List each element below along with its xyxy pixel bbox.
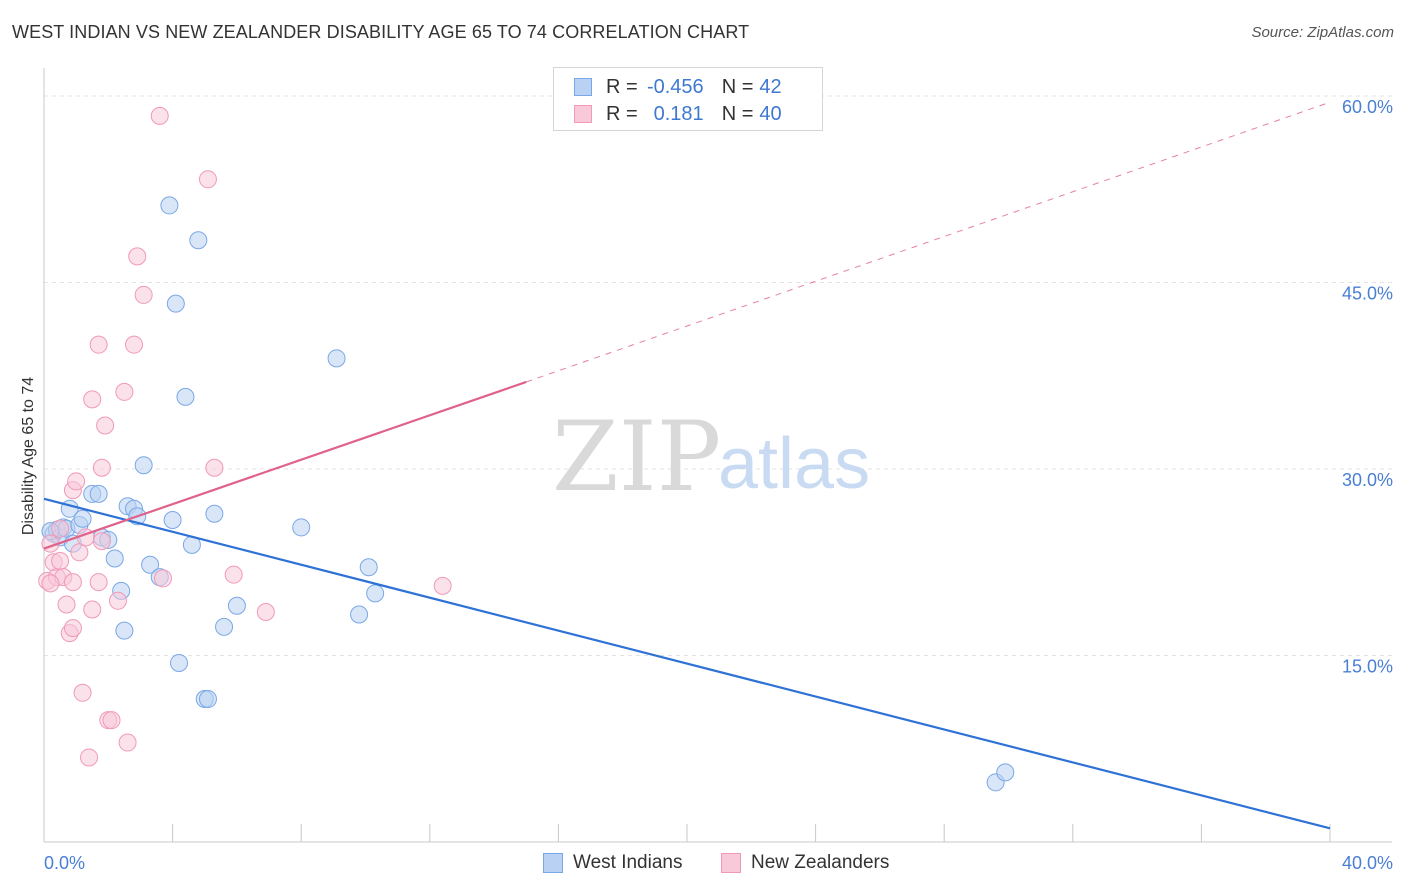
legend-label: New Zealanders xyxy=(751,852,890,873)
new-zealander-point xyxy=(51,519,70,538)
y-tick-label: 30.0% xyxy=(1342,470,1393,490)
new-zealander-point xyxy=(73,683,92,702)
new-zealander-point xyxy=(89,335,108,354)
new-zealanders-swatch xyxy=(574,105,592,123)
axes xyxy=(43,68,1392,843)
west-indian-point xyxy=(292,518,311,537)
y-axis-label: Disability Age 65 to 74 xyxy=(20,377,37,535)
chart-title: WEST INDIAN VS NEW ZEALANDER DISABILITY … xyxy=(12,22,750,42)
source-label: Source: ZipAtlas.com xyxy=(1251,24,1394,41)
new-zealander-point xyxy=(63,619,82,638)
west-indian-point xyxy=(105,549,124,568)
new-zealander-point xyxy=(115,382,134,401)
watermark-atlas: atlas xyxy=(718,424,870,504)
new-zealander-point xyxy=(433,576,452,595)
watermark: ZIP atlas xyxy=(552,401,870,513)
new-zealander-point xyxy=(80,748,99,767)
west-indian-point xyxy=(166,294,185,313)
new-zealanders-trend-line xyxy=(43,380,527,550)
new-zealander-point xyxy=(153,569,172,588)
new-zealander-point xyxy=(108,591,127,610)
new-zealander-point xyxy=(198,170,217,189)
west-indians-swatch xyxy=(543,853,563,873)
new-zealander-point xyxy=(150,106,169,125)
n-label: N = xyxy=(721,102,754,125)
stats-row-new-zealanders: R = 0.181 N = 40 xyxy=(574,101,782,127)
tick-labels: 15.0% 30.0% 45.0% 60.0% 0.0% 40.0% xyxy=(44,97,1393,873)
r-value: 0.181 xyxy=(653,102,704,125)
new-zealander-point xyxy=(134,285,153,304)
new-zealander-point xyxy=(57,595,76,614)
new-zealander-point xyxy=(205,458,224,477)
trend-lines xyxy=(43,101,1331,830)
stats-row-west-indians: R = -0.456 N = 42 xyxy=(574,74,782,100)
y-tick-label: 15.0% xyxy=(1342,657,1393,677)
new-zealander-point xyxy=(96,416,115,435)
legend-label: West Indians xyxy=(573,852,683,873)
west-indian-point xyxy=(205,504,224,523)
new-zealander-point xyxy=(224,565,243,584)
west-indian-point xyxy=(198,690,217,709)
x-tick-label: 40.0% xyxy=(1342,853,1393,873)
gridlines xyxy=(44,95,1392,656)
legend-item-new-zealanders[interactable]: New Zealanders xyxy=(721,852,889,874)
new-zealander-point xyxy=(89,573,108,592)
new-zealander-point xyxy=(83,600,102,619)
west-indian-point xyxy=(170,653,189,672)
x-tick-label: 0.0% xyxy=(44,853,85,873)
west-indian-point xyxy=(327,349,346,368)
r-label: R = xyxy=(606,102,638,125)
west-indian-point xyxy=(215,617,234,636)
new-zealander-point xyxy=(118,733,137,752)
new-zealander-point xyxy=(125,335,144,354)
west-indians-swatch xyxy=(574,78,592,96)
y-tick-label: 45.0% xyxy=(1342,284,1393,304)
n-value: 40 xyxy=(759,102,782,125)
watermark-zip: ZIP xyxy=(552,401,721,513)
west-indian-point xyxy=(115,621,134,640)
n-label: N = xyxy=(721,75,754,98)
west-indian-point xyxy=(134,456,153,475)
n-value: 42 xyxy=(759,75,782,98)
new-zealander-point xyxy=(51,552,70,571)
new-zealander-point xyxy=(83,390,102,409)
new-zealander-point xyxy=(63,573,82,592)
legend-item-west-indians[interactable]: West Indians xyxy=(543,852,682,874)
west-indian-point xyxy=(350,605,369,624)
new-zealander-point xyxy=(128,247,147,266)
new-zealanders-swatch xyxy=(721,853,741,873)
r-value: -0.456 xyxy=(646,75,704,98)
stats-legend: R = -0.456 N = 42 R = 0.181 N = 40 xyxy=(553,67,823,131)
west-indian-point xyxy=(996,763,1015,782)
west-indian-point xyxy=(189,231,208,250)
new-zealander-point xyxy=(41,574,60,593)
west-indian-point xyxy=(73,509,92,528)
scatter-points xyxy=(38,106,1015,792)
west-indians-trend-line xyxy=(43,497,1331,830)
new-zealander-point xyxy=(70,543,89,562)
west-indian-point xyxy=(160,196,179,215)
r-label: R = xyxy=(606,75,638,98)
west-indian-point xyxy=(141,555,160,574)
west-indian-point xyxy=(359,558,378,577)
new-zealander-point xyxy=(256,602,275,621)
new-zealander-point xyxy=(92,458,111,477)
west-indian-point xyxy=(227,596,246,615)
west-indian-point xyxy=(163,510,182,529)
new-zealander-point xyxy=(92,532,111,551)
new-zealander-point xyxy=(102,711,121,730)
west-indian-point xyxy=(176,387,195,406)
y-tick-label: 60.0% xyxy=(1342,97,1393,117)
west-indian-point xyxy=(366,584,385,603)
series-legend: West Indians New Zealanders xyxy=(0,852,1406,878)
new-zealander-point xyxy=(67,472,86,491)
new-zealanders-trend-extension xyxy=(526,101,1331,383)
west-indian-point xyxy=(89,484,108,503)
